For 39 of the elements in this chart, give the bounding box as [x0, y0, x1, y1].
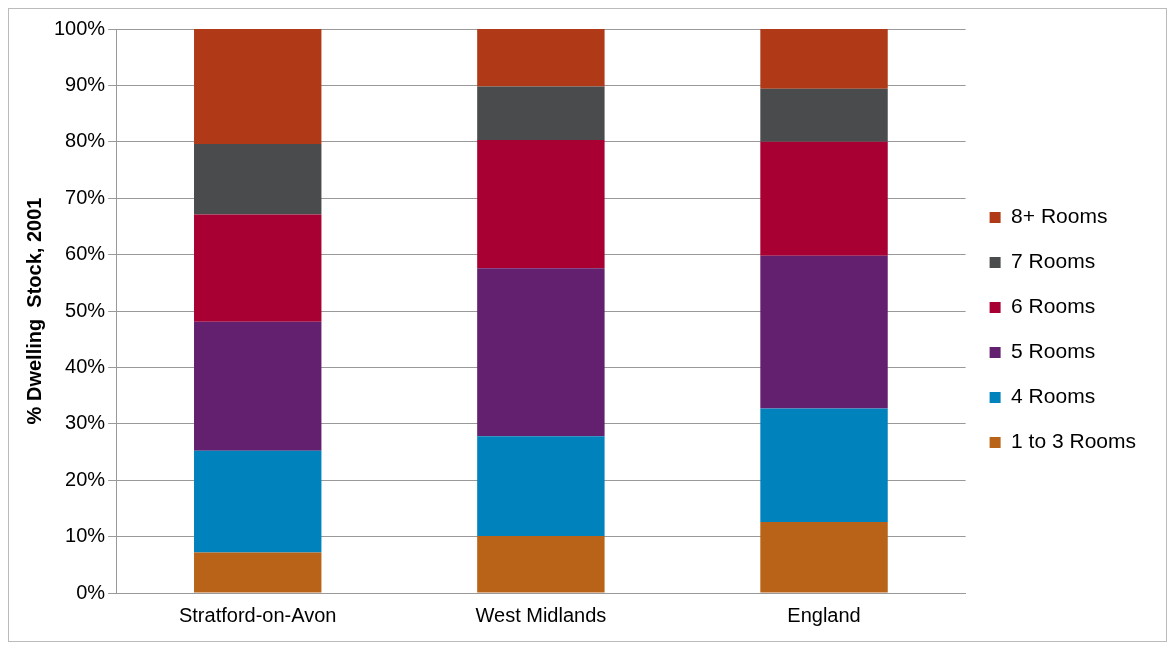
- x-tick-label: West Midlands: [475, 603, 607, 626]
- bar: [760, 408, 888, 522]
- bar: [477, 436, 605, 537]
- bar: [477, 86, 605, 141]
- legend-label: 7 Rooms: [1011, 249, 1096, 273]
- bar: [194, 552, 322, 593]
- y-tick-label: 10%: [65, 524, 106, 547]
- bar: [477, 268, 605, 437]
- bar: [477, 140, 605, 269]
- y-tick-label: 20%: [65, 467, 106, 490]
- y-tick-label: 0%: [76, 580, 106, 603]
- legend-label: 8+ Rooms: [1011, 204, 1108, 228]
- bar: [760, 29, 888, 89]
- bar: [194, 144, 322, 215]
- legend-label: 1 to 3 Rooms: [1011, 429, 1137, 453]
- x-tick-label: Stratford-on-Avon: [178, 603, 337, 626]
- legend-label: 6 Rooms: [1011, 294, 1096, 318]
- bar: [760, 141, 888, 256]
- bar: [194, 214, 322, 322]
- y-tick-label: 90%: [65, 72, 106, 95]
- bar: [760, 88, 888, 142]
- bar: [760, 521, 888, 593]
- bar: [477, 29, 605, 87]
- bar: [194, 29, 322, 145]
- y-tick-label: 30%: [65, 411, 106, 434]
- legend-label: 4 Rooms: [1011, 384, 1096, 408]
- x-tick-label: England: [787, 603, 861, 626]
- y-tick-label: 50%: [65, 298, 106, 321]
- y-tick-label: 60%: [65, 242, 106, 265]
- y-tick-label: 40%: [65, 354, 106, 377]
- bar: [194, 321, 322, 451]
- bar: [477, 536, 605, 593]
- y-tick-label: 70%: [65, 185, 106, 208]
- y-axis-title: % Dwelling Stock, 2001: [22, 197, 45, 425]
- bar: [760, 255, 888, 409]
- y-tick-label: 80%: [65, 129, 106, 152]
- bar: [194, 450, 322, 553]
- y-tick-label: 100%: [54, 16, 106, 39]
- legend-label: 5 Rooms: [1011, 339, 1096, 363]
